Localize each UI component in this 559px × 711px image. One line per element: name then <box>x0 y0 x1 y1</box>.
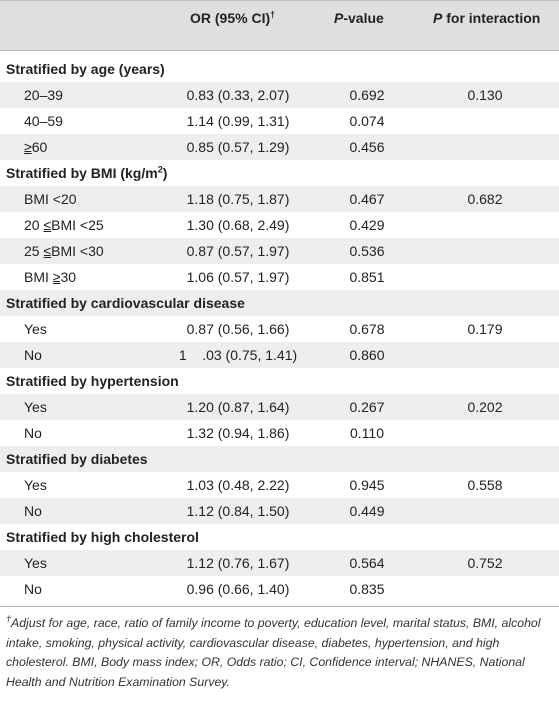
section-title-cholesterol: Stratified by high cholesterol <box>6 529 199 545</box>
table-row: 25 ≤BMI <30 0.87 (0.57, 1.97) 0.536 <box>0 238 559 264</box>
table-footnote: †Adjust for age, race, ratio of family i… <box>6 613 541 689</box>
section-title-bmi: Stratified by BMI (kg/m2) <box>6 164 168 181</box>
table-row: Yes 1.03 (0.48, 2.22) 0.945 0.558 <box>24 477 503 493</box>
section-title-age: Stratified by age (years) <box>6 61 165 77</box>
header-or-ci: OR (95% CI)† <box>190 9 276 26</box>
table-row: No 1.32 (0.94, 1.86) 0.110 <box>24 425 384 441</box>
table-bottom-rule <box>0 606 559 607</box>
table-row: BMI ≥30 1.06 (0.57, 1.97) 0.851 <box>24 269 385 285</box>
table-row: 20 ≤BMI <25 1.30 (0.68, 2.49) 0.429 <box>24 217 385 233</box>
table-row: No 1.12 (0.84, 1.50) 0.449 <box>0 498 559 524</box>
section-title-hypertension: Stratified by hypertension <box>6 373 179 389</box>
table-row: Yes 1.12 (0.76, 1.67) 0.564 0.752 <box>0 550 559 576</box>
header-rule <box>0 50 559 51</box>
table-row: No 0.96 (0.66, 1.40) 0.835 <box>24 581 385 597</box>
table-row: Yes 0.87 (0.56, 1.66) 0.678 0.179 <box>24 321 503 337</box>
table-row: BMI <20 1.18 (0.75, 1.87) 0.467 0.682 <box>0 186 559 212</box>
section-title-diabetes: Stratified by diabetes <box>0 446 559 472</box>
table-row: ≥60 0.85 (0.57, 1.29) 0.456 <box>0 134 559 160</box>
header-p-value: P-value <box>334 10 384 26</box>
table-row: No 1 .03 (0.75, 1.41) 0.860 <box>0 342 559 368</box>
table-row: Yes 1.20 (0.87, 1.64) 0.267 0.202 <box>0 394 559 420</box>
section-title-cvd: Stratified by cardiovascular disease <box>0 290 559 316</box>
table-header: OR (95% CI)† P-value P for interaction <box>0 0 559 51</box>
header-p-interaction: P for interaction <box>433 10 541 26</box>
table-row: 40–59 1.14 (0.99, 1.31) 0.074 <box>24 113 385 129</box>
table-row: 20–39 0.83 (0.33, 2.07) 0.692 0.130 <box>0 82 559 108</box>
